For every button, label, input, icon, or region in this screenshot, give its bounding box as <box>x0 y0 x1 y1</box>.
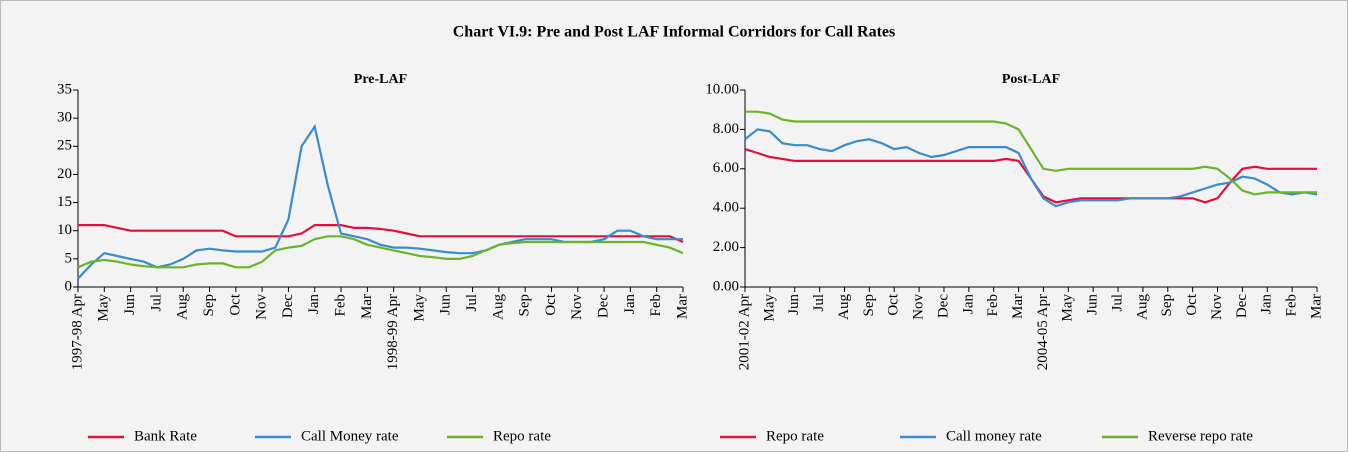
x-tick-label: Aug <box>1134 294 1150 320</box>
x-tick-label: Mar <box>1010 294 1026 319</box>
x-tick-label: Sep <box>517 294 533 317</box>
y-tick-label: 0.00 <box>713 278 739 294</box>
x-tick-label: Oct <box>227 293 243 315</box>
x-tick-label: 2001-02 Apr <box>736 294 752 370</box>
legend-label: Bank Rate <box>134 428 197 444</box>
x-tick-label: Jun <box>438 294 454 315</box>
x-tick-label: May <box>1060 294 1076 322</box>
x-tick-label: Aug <box>836 294 852 320</box>
x-tick-label: Feb <box>332 294 348 317</box>
x-tick-label: 1998-99 Apr <box>385 294 401 370</box>
x-tick-label: May <box>761 294 777 322</box>
line-series <box>78 224 684 244</box>
x-tick-label: Mar <box>1308 294 1324 319</box>
legend-label: Repo rate <box>766 428 824 444</box>
x-tick-label: Nov <box>1209 294 1225 320</box>
y-tick-label: 25 <box>57 138 72 154</box>
line-series <box>744 128 1318 208</box>
x-tick-label: Dec <box>1234 294 1250 318</box>
y-tick-label: 10.00 <box>705 81 739 97</box>
x-tick-label: Jan <box>306 294 322 314</box>
x-tick-label: Jul <box>464 294 480 312</box>
line-series <box>77 235 684 269</box>
x-tick-label: Feb <box>648 294 664 317</box>
chart-title: Chart VI.9: Pre and Post LAF Informal Co… <box>453 24 895 41</box>
y-tick-label: 30 <box>57 110 72 126</box>
x-tick-label: Jul <box>1109 294 1125 312</box>
x-tick-label: Jun <box>786 294 802 315</box>
y-tick-label: 6.00 <box>713 160 739 176</box>
y-tick-label: 2.00 <box>713 239 739 255</box>
x-tick-label: May <box>96 294 112 322</box>
y-tick-label: 35 <box>57 81 72 97</box>
legend-label: Repo rate <box>493 428 551 444</box>
y-tick-label: 15 <box>57 194 72 210</box>
x-tick-label: Nov <box>569 294 585 320</box>
x-tick-label: Dec <box>596 294 612 318</box>
legend-label: Call Money rate <box>301 428 399 444</box>
subplot-title: Post-LAF <box>1002 72 1060 87</box>
legend-label: Reverse repo rate <box>1148 428 1253 444</box>
x-tick-label: 2004-05 Apr <box>1035 294 1051 370</box>
line-series <box>745 110 1317 196</box>
y-tick-label: 4.00 <box>713 200 739 216</box>
legend-label: Call money rate <box>946 428 1042 444</box>
x-tick-label: Aug <box>175 294 191 320</box>
subplot-title: Pre-LAF <box>354 72 407 87</box>
x-tick-label: Jan <box>1259 294 1275 314</box>
y-tick-label: 0 <box>65 278 73 294</box>
x-tick-label: Jun <box>1085 294 1101 315</box>
x-tick-label: 1997-98 Apr <box>69 294 85 370</box>
x-tick-label: Oct <box>543 293 559 315</box>
x-tick-label: Jul <box>811 294 827 312</box>
x-tick-label: Mar <box>359 294 375 319</box>
x-tick-label: Oct <box>886 293 902 315</box>
x-tick-label: Feb <box>1284 294 1300 317</box>
x-tick-label: Sep <box>1159 294 1175 317</box>
x-tick-label: Jul <box>148 294 164 312</box>
x-tick-label: Nov <box>254 294 270 320</box>
x-tick-label: Mar <box>674 294 690 319</box>
y-tick-label: 8.00 <box>713 121 739 137</box>
x-tick-label: Feb <box>985 294 1001 317</box>
x-tick-label: May <box>411 294 427 322</box>
x-tick-label: Sep <box>861 294 877 317</box>
x-tick-label: Dec <box>935 294 951 318</box>
x-tick-label: Nov <box>911 294 927 320</box>
x-tick-label: Oct <box>1184 293 1200 315</box>
x-tick-label: Jan <box>960 294 976 314</box>
x-tick-label: Jan <box>622 294 638 314</box>
x-tick-label: Sep <box>201 294 217 317</box>
y-tick-label: 20 <box>57 166 72 182</box>
x-tick-label: Dec <box>280 294 296 318</box>
x-tick-label: Aug <box>490 294 506 320</box>
x-tick-label: Jun <box>122 294 138 315</box>
y-tick-label: 10 <box>57 222 72 238</box>
y-tick-label: 5 <box>65 250 73 266</box>
